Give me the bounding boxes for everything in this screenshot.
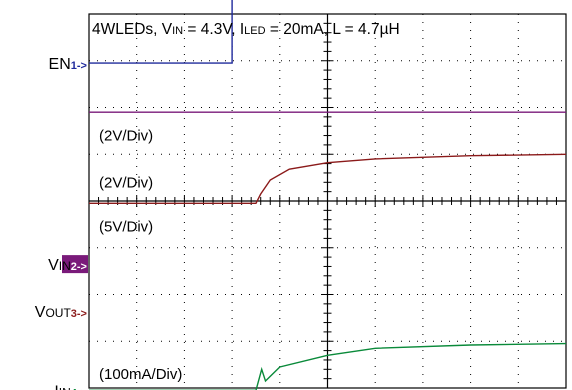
trace-en bbox=[89, 0, 233, 64]
graticule bbox=[88, 13, 567, 389]
chart-title: 4WLEDs, VIN = 4.3V, ILED = 20mA, L = 4.7… bbox=[92, 21, 400, 38]
trace-iin bbox=[89, 342, 567, 390]
trace-vout bbox=[89, 153, 567, 205]
channel-marker-bg-vin bbox=[62, 255, 88, 274]
scale-label-vin: (2V/Div) bbox=[99, 174, 153, 191]
scale-label-vout: (5V/Div) bbox=[99, 219, 153, 236]
channel-labels: EN1-> VIN2-> VOUT3-> IIN4-> bbox=[35, 56, 88, 390]
channel-label-vout: VOUT3-> bbox=[35, 304, 87, 321]
channel-label-iin: IIN4-> bbox=[54, 383, 87, 390]
scale-label-iin: (100mA/Div) bbox=[99, 366, 182, 383]
channel-label-vin: VIN2-> bbox=[48, 257, 87, 274]
channel-label-en: EN1-> bbox=[49, 56, 87, 73]
scale-label-en: (2V/Div) bbox=[99, 128, 153, 145]
waveform-traces bbox=[89, 0, 567, 390]
scale-labels: (2V/Div) (2V/Div) (5V/Div) (100mA/Div) bbox=[99, 128, 182, 383]
